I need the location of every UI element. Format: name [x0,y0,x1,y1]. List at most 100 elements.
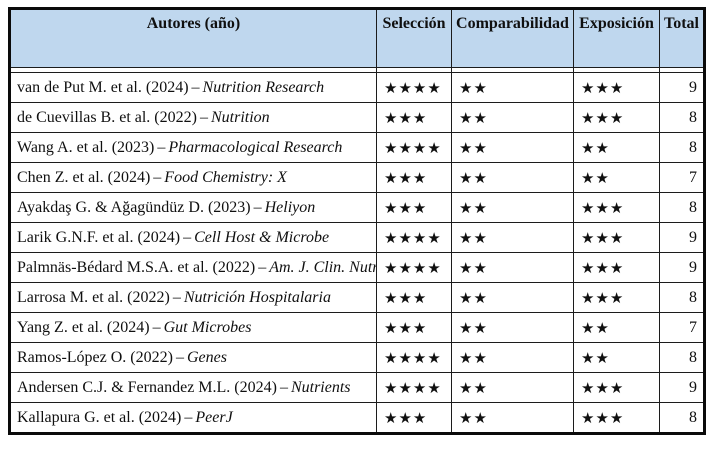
separator-dash: – [279,378,288,396]
separator-dash: – [191,78,200,96]
cell-seleccion-stars: ★★★★ [376,372,452,403]
author-text: van de Put M. et al. (2024) [17,78,189,96]
cell-exposicion-stars: ★★★ [573,282,660,313]
cell-total: 7 [659,312,705,343]
cell-seleccion-stars: ★★★ [376,102,452,133]
cell-exposicion-stars: ★★ [573,132,660,163]
table-row: de Cuevillas B. et al. (2022) – Nutrition … [9,102,705,133]
header-seleccion: Selección [376,8,452,68]
table-row: Chen Z. et al. (2024) – Food Chemistry: X … [9,162,705,193]
table-row: Ayakdaş G. & Ağagündüz D. (2023) – Heliyon… [9,192,705,223]
cell-total: 8 [659,192,705,223]
cell-exposicion-stars: ★★ [573,312,660,343]
author-text: Wang A. et al. (2023) [17,138,155,156]
cell-seleccion-stars: ★★★★ [376,252,452,283]
cell-comparabilidad-stars: ★★ [451,192,574,223]
cell-exposicion-stars: ★★ [573,162,660,193]
author-text: Andersen C.J. & Fernandez M.L. (2024) [17,378,277,396]
table-row: Yang Z. et al. (2024) – Gut Microbes ★★★ ★… [9,312,705,343]
journal-name: PeerJ [195,408,233,426]
author-text: Chen Z. et al. (2024) [17,168,151,186]
journal-name: Genes [186,348,227,366]
separator-dash: – [175,348,184,366]
cell-total: 9 [659,72,705,103]
header-row: Autores (año) Selección Comparabilidad E… [9,8,705,68]
separator-dash: – [153,168,162,186]
cell-seleccion-stars: ★★★★ [376,222,452,253]
table-row: Ramos-López O. (2022) – Genes ★★★★ ★★ ★★ 8 [9,342,705,373]
author-text: Larrosa M. et al. (2022) [17,288,170,306]
cell-comparabilidad-stars: ★★ [451,252,574,283]
page: Autores (año) Selección Comparabilidad E… [8,7,706,435]
cell-authors: Larik G.N.F. et al. (2024) – Cell Host & M… [9,222,377,253]
cell-exposicion-stars: ★★★ [573,192,660,223]
cell-authors: Yang Z. et al. (2024) – Gut Microbes [9,312,377,343]
header-total: Total [659,8,705,68]
header-authors: Autores (año) [9,8,377,68]
journal-name: Food Chemistry: X [164,168,287,186]
cell-total: 8 [659,282,705,313]
author-text: Ramos-López O. (2022) [17,348,173,366]
journal-name: Heliyon [264,198,316,216]
cell-exposicion-stars: ★★★ [573,402,660,434]
cell-seleccion-stars: ★★★★ [376,132,452,163]
table-row: Wang A. et al. (2023) – Pharmacological Re… [9,132,705,163]
cell-seleccion-stars: ★★★ [376,162,452,193]
cell-comparabilidad-stars: ★★ [451,282,574,313]
journal-name: Nutrition Research [202,78,325,96]
cell-total: 8 [659,102,705,133]
separator-dash: – [253,198,262,216]
cell-authors: van de Put M. et al. (2024) – Nutrition Re… [9,72,377,103]
separator-dash: – [258,258,267,276]
separator-dash: – [172,288,181,306]
cell-comparabilidad-stars: ★★ [451,102,574,133]
cell-seleccion-stars: ★★★★ [376,72,452,103]
cell-authors: Larrosa M. et al. (2022) – Nutrición Hospi… [9,282,377,313]
cell-exposicion-stars: ★★★ [573,252,660,283]
author-text: de Cuevillas B. et al. (2022) [17,108,197,126]
separator-dash: – [157,138,166,156]
table-row: Andersen C.J. & Fernandez M.L. (2024) – Nu… [9,372,705,403]
cell-total: 7 [659,162,705,193]
cell-comparabilidad-stars: ★★ [451,162,574,193]
cell-total: 9 [659,222,705,253]
author-text: Yang Z. et al. (2024) [17,318,150,336]
journal-name: Nutrients [290,378,351,396]
cell-seleccion-stars: ★★★★ [376,342,452,373]
cell-seleccion-stars: ★★★ [376,312,452,343]
author-text: Palmnäs-Bédard M.S.A. et al. (2022) [17,258,256,276]
cell-authors: Kallapura G. et al. (2024) – PeerJ [9,402,377,434]
cell-authors: Wang A. et al. (2023) – Pharmacological Re… [9,132,377,163]
cell-authors: de Cuevillas B. et al. (2022) – Nutrition [9,102,377,133]
separator-dash: – [152,318,161,336]
header-exposicion: Exposición [573,8,660,68]
cell-authors: Ramos-López O. (2022) – Genes [9,342,377,373]
cell-comparabilidad-stars: ★★ [451,312,574,343]
cell-authors: Palmnäs-Bédard M.S.A. et al. (2022) – Am. … [9,252,377,283]
cell-total: 9 [659,372,705,403]
cell-comparabilidad-stars: ★★ [451,372,574,403]
cell-comparabilidad-stars: ★★ [451,342,574,373]
cell-total: 8 [659,342,705,373]
cell-authors: Andersen C.J. & Fernandez M.L. (2024) – Nu… [9,372,377,403]
cell-exposicion-stars: ★★ [573,342,660,373]
author-text: Kallapura G. et al. (2024) [17,408,182,426]
journal-name: Nutrition [210,108,270,126]
table-row: Kallapura G. et al. (2024) – PeerJ ★★★ ★★ … [9,402,705,434]
cell-comparabilidad-stars: ★★ [451,72,574,103]
journal-name: Cell Host & Microbe [194,228,330,246]
cell-exposicion-stars: ★★★ [573,222,660,253]
separator-dash: – [199,108,208,126]
journal-name: Nutrición Hospitalaria [183,288,331,306]
cell-exposicion-stars: ★★★ [573,72,660,103]
cell-comparabilidad-stars: ★★ [451,402,574,434]
journal-name: Gut Microbes [163,318,252,336]
author-text: Larik G.N.F. et al. (2024) [17,228,181,246]
table-header: Autores (año) Selección Comparabilidad E… [9,8,705,73]
cell-exposicion-stars: ★★★ [573,102,660,133]
table-row: Larrosa M. et al. (2022) – Nutrición Hospi… [9,282,705,313]
table-row: Palmnäs-Bédard M.S.A. et al. (2022) – Am. … [9,252,705,283]
separator-dash: – [183,228,192,246]
separator-dash: – [184,408,193,426]
cell-seleccion-stars: ★★★ [376,192,452,223]
